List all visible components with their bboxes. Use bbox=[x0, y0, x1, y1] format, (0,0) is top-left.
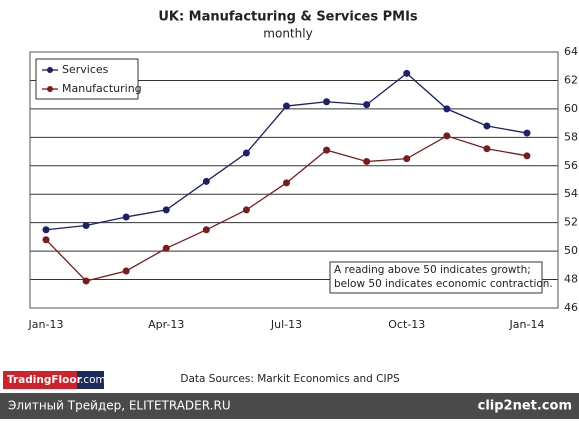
x-tick-label: Jan-13 bbox=[28, 318, 64, 331]
legend bbox=[35, 58, 139, 100]
data-point bbox=[363, 101, 371, 109]
source: Data Sources: Markit Economics and CIPS bbox=[180, 373, 400, 385]
data-point bbox=[82, 222, 90, 230]
data-point bbox=[82, 277, 90, 285]
y-tick-label: 62 bbox=[564, 73, 578, 86]
legend-marker bbox=[47, 67, 53, 73]
data-point bbox=[42, 236, 50, 244]
plot-frame bbox=[29, 51, 559, 309]
y-tick-label: 58 bbox=[564, 130, 578, 143]
data-point bbox=[242, 149, 250, 157]
logo: TradingFloor bbox=[7, 374, 83, 386]
footer-caption: Элитный Трейдер, ELITETRADER.RU bbox=[8, 399, 231, 413]
y-tick-label: 60 bbox=[564, 102, 578, 115]
y-tick-label: 64 bbox=[564, 45, 578, 58]
y-tick-label: 50 bbox=[564, 244, 578, 257]
annotation: below 50 indicates economic contraction. bbox=[334, 278, 553, 290]
footer-bar bbox=[0, 393, 579, 419]
data-point bbox=[162, 244, 170, 252]
data-point bbox=[283, 102, 290, 110]
annotation: A reading above 50 indicates growth; bbox=[334, 264, 531, 276]
x-tick-label: Jul-13 bbox=[270, 318, 302, 331]
y-tick-label: 52 bbox=[564, 216, 578, 229]
data-point bbox=[42, 226, 50, 234]
data-point bbox=[443, 132, 451, 140]
y-tick-label: 48 bbox=[564, 273, 578, 286]
annotation-box bbox=[329, 261, 543, 294]
x-tick-label: Jan-14 bbox=[509, 318, 545, 331]
y-tick-label: 46 bbox=[564, 301, 578, 314]
y-tick-label: 54 bbox=[564, 187, 578, 200]
legend-marker bbox=[47, 86, 53, 92]
data-point bbox=[323, 98, 331, 106]
chart-title: UK: Manufacturing & Services PMIs bbox=[158, 10, 418, 25]
data-point bbox=[162, 206, 170, 214]
data-point bbox=[122, 267, 130, 275]
data-point bbox=[523, 152, 531, 160]
chart-subtitle: monthly bbox=[263, 27, 312, 41]
data-point bbox=[403, 155, 411, 163]
data-point bbox=[242, 206, 250, 214]
footer-brand: clip2net.com bbox=[478, 399, 572, 414]
data-point bbox=[323, 146, 331, 154]
data-point bbox=[363, 158, 371, 166]
logo-suffix: .com bbox=[80, 374, 106, 386]
data-point bbox=[122, 213, 130, 221]
data-point bbox=[523, 129, 531, 137]
data-point bbox=[283, 179, 290, 187]
data-point bbox=[443, 105, 451, 113]
data-point bbox=[403, 69, 411, 77]
logo-box bbox=[3, 371, 77, 389]
data-point bbox=[202, 226, 210, 234]
logo-box bbox=[77, 371, 104, 389]
legend-label: Services bbox=[62, 63, 109, 76]
y-tick-label: 56 bbox=[564, 159, 578, 172]
data-point bbox=[483, 122, 491, 130]
x-tick-label: Apr-13 bbox=[148, 318, 184, 331]
data-point bbox=[202, 177, 210, 185]
legend-label: Manufacturing bbox=[62, 82, 142, 95]
x-tick-label: Oct-13 bbox=[388, 318, 425, 331]
data-point bbox=[483, 145, 491, 153]
